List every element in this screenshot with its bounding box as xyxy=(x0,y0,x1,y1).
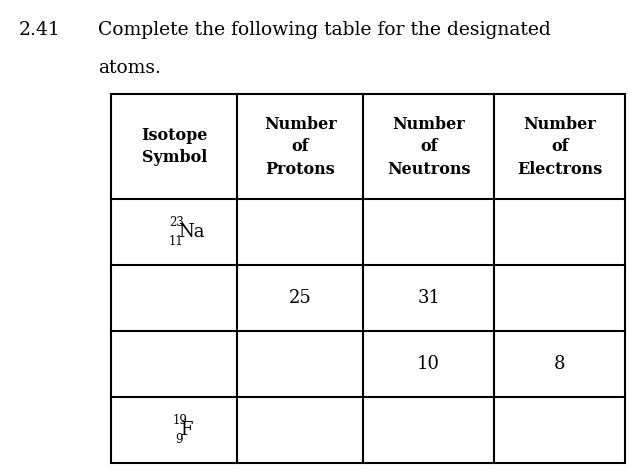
Text: Number
of
Electrons: Number of Electrons xyxy=(518,116,603,177)
Text: 23: 23 xyxy=(169,216,184,229)
Text: 11: 11 xyxy=(169,235,184,248)
Text: 8: 8 xyxy=(554,355,566,373)
Text: Isotope
Symbol: Isotope Symbol xyxy=(141,127,207,167)
Text: Complete the following table for the designated: Complete the following table for the des… xyxy=(98,21,551,39)
Text: 25: 25 xyxy=(289,289,312,307)
Text: 31: 31 xyxy=(417,289,440,307)
Text: Number
of
Protons: Number of Protons xyxy=(264,116,337,177)
Text: 9: 9 xyxy=(175,433,183,446)
Text: atoms.: atoms. xyxy=(98,59,161,77)
Text: 10: 10 xyxy=(417,355,440,373)
Text: F: F xyxy=(180,421,193,438)
Text: 19: 19 xyxy=(172,414,187,427)
Text: Number
of
Neutrons: Number of Neutrons xyxy=(387,116,471,177)
Text: 2.41: 2.41 xyxy=(19,21,61,39)
Text: Na: Na xyxy=(178,223,205,241)
